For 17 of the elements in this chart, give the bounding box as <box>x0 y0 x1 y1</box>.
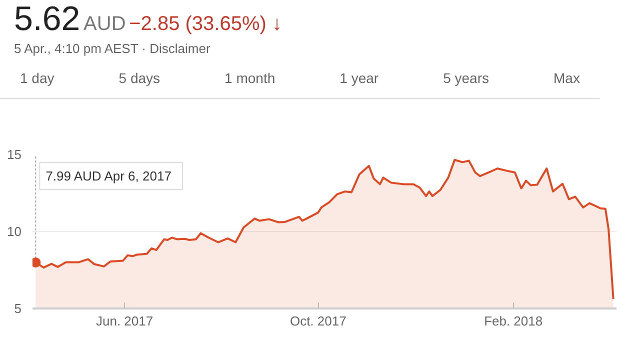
text: 5 days <box>118 69 162 88</box>
x-tick-label: Oct. 2017 <box>290 314 346 328</box>
text: AUD <box>84 13 126 35</box>
text: −2.85 (33.65%) ↓ <box>129 13 282 35</box>
text: 1 year <box>338 69 380 88</box>
annotation: 7.99 AUD Apr 6, 2017 <box>46 168 172 184</box>
text: 5 Apr., 4:10 pm AEST · Disclaimer <box>14 40 212 58</box>
chart-title: 5.62 <box>14 0 80 38</box>
text: Max <box>552 69 581 88</box>
y-tick-label: 15 <box>7 147 22 162</box>
text: 5 years <box>442 69 490 88</box>
text: 1 month <box>224 69 276 88</box>
y-tick-label: 5 <box>14 301 22 316</box>
text: 1 day <box>19 69 56 88</box>
y-tick-label: 10 <box>7 224 22 239</box>
x-tick-label: Feb. 2018 <box>484 314 543 328</box>
x-tick-label: Jun. 2017 <box>96 314 154 328</box>
